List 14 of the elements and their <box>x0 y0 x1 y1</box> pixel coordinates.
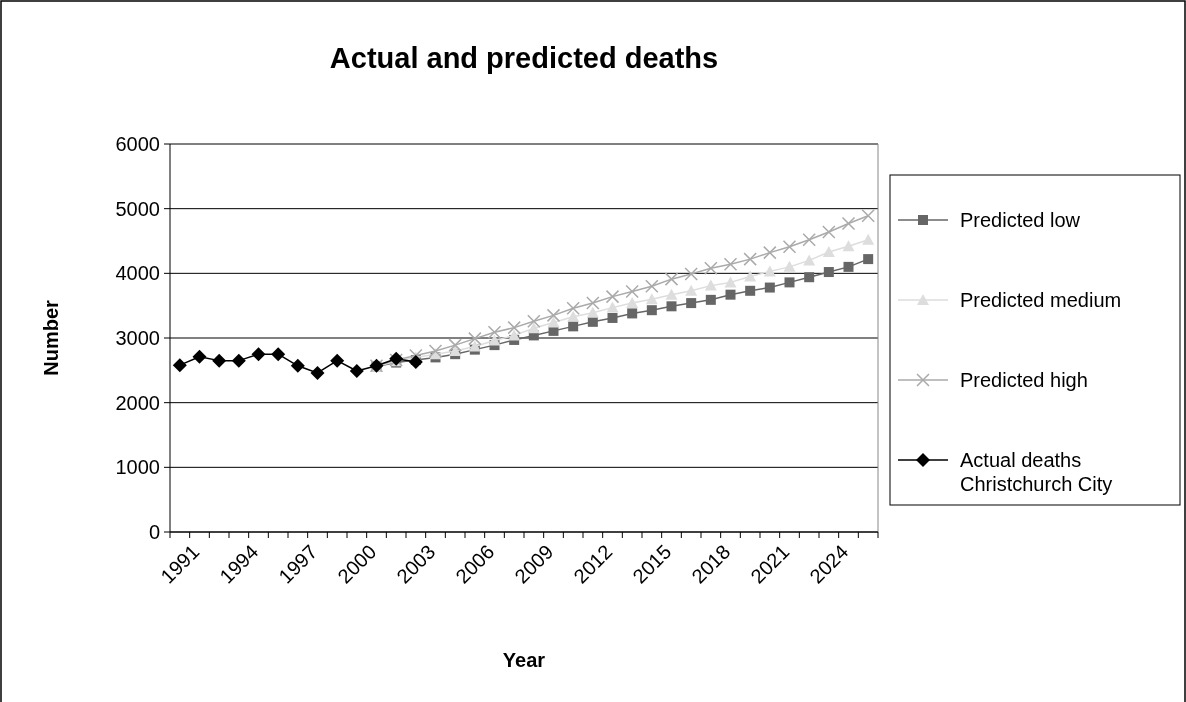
y-tick-label: 5000 <box>115 197 160 220</box>
y-tick-label: 4000 <box>115 262 160 285</box>
legend-label: Predicted low <box>960 209 1081 231</box>
y-axis-title: Number <box>40 300 62 376</box>
chart-title: Actual and predicted deaths <box>329 42 719 74</box>
y-tick-label: 0 <box>148 521 160 543</box>
y-tick-label: 6000 <box>115 133 160 155</box>
y-tick-label: 1000 <box>115 456 160 479</box>
legend-label: Actual deaths Christchurch City <box>960 449 1113 495</box>
legend-label: Predicted high <box>960 369 1088 391</box>
legend-label: Predicted medium <box>960 289 1122 311</box>
y-tick-label: 2000 <box>115 391 160 414</box>
y-tick-label: 3000 <box>115 327 160 349</box>
x-axis-title: Year <box>502 649 546 671</box>
